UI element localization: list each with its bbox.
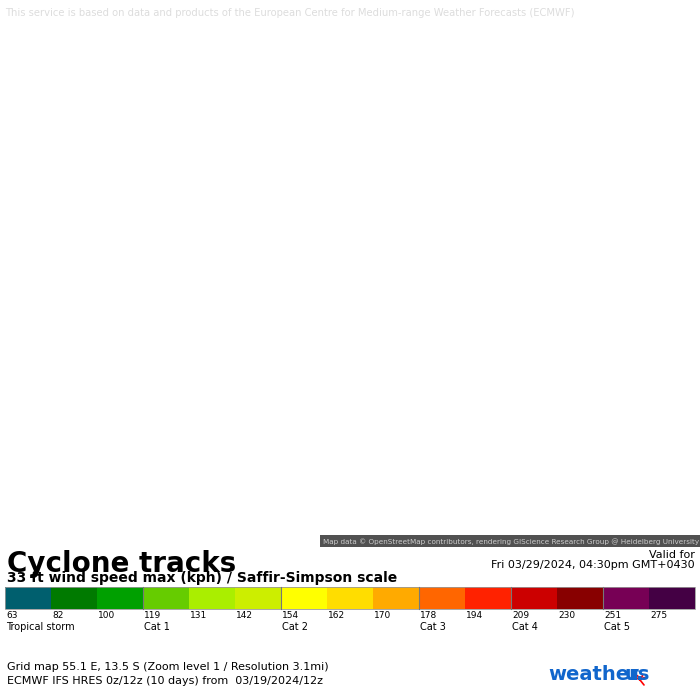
Text: Cat 2: Cat 2	[282, 622, 308, 632]
Text: 178: 178	[420, 611, 438, 620]
Text: us: us	[624, 665, 650, 684]
Bar	[97, 587, 143, 609]
Text: 63: 63	[6, 611, 18, 620]
Text: weather.: weather.	[548, 665, 643, 684]
Bar	[327, 587, 373, 609]
Bar	[143, 587, 189, 609]
Bar	[5, 587, 695, 609]
Text: 170: 170	[374, 611, 391, 620]
Text: 119: 119	[144, 611, 161, 620]
Text: 33 ft wind speed max (kph) / Saffir-Simpson scale: 33 ft wind speed max (kph) / Saffir-Simp…	[7, 570, 398, 584]
Text: 142: 142	[236, 611, 253, 620]
Text: 251: 251	[604, 611, 621, 620]
Text: 230: 230	[558, 611, 575, 620]
Text: 162: 162	[328, 611, 345, 620]
Text: This service is based on data and products of the European Centre for Medium-ran: This service is based on data and produc…	[5, 8, 575, 18]
Text: 131: 131	[190, 611, 207, 620]
Text: 82: 82	[52, 611, 64, 620]
Bar	[235, 587, 281, 609]
Bar	[511, 587, 557, 609]
Text: Cyclone tracks: Cyclone tracks	[7, 550, 237, 578]
Text: ECMWF IFS HRES 0z/12z (10 days) from  03/19/2024/12z: ECMWF IFS HRES 0z/12z (10 days) from 03/…	[7, 676, 323, 686]
Bar	[281, 587, 327, 609]
Text: Grid map 55.1 E, 13.5 S (Zoom level 1 / Resolution 3.1mi): Grid map 55.1 E, 13.5 S (Zoom level 1 / …	[7, 662, 328, 672]
Bar	[465, 587, 511, 609]
Text: Valid for: Valid for	[649, 550, 695, 560]
Text: Cat 3: Cat 3	[420, 622, 446, 632]
Bar	[557, 587, 603, 609]
Text: Cat 4: Cat 4	[512, 622, 538, 632]
Text: Map data © OpenStreetMap contributors, rendering GIScience Research Group @ Heid: Map data © OpenStreetMap contributors, r…	[323, 538, 699, 545]
Text: 154: 154	[282, 611, 299, 620]
Text: Tropical storm: Tropical storm	[6, 622, 75, 632]
Text: 275: 275	[650, 611, 667, 620]
Text: 209: 209	[512, 611, 529, 620]
Bar	[373, 587, 419, 609]
Text: Cat 1: Cat 1	[144, 622, 170, 632]
Bar	[419, 587, 465, 609]
Bar	[5, 587, 51, 609]
Text: Fri 03/29/2024, 04:30pm GMT+0430: Fri 03/29/2024, 04:30pm GMT+0430	[491, 560, 695, 570]
Text: 194: 194	[466, 611, 483, 620]
Bar	[51, 587, 97, 609]
Text: 100: 100	[98, 611, 116, 620]
Bar	[649, 587, 695, 609]
Bar	[189, 587, 235, 609]
Bar	[603, 587, 649, 609]
Text: Cat 5: Cat 5	[604, 622, 630, 632]
